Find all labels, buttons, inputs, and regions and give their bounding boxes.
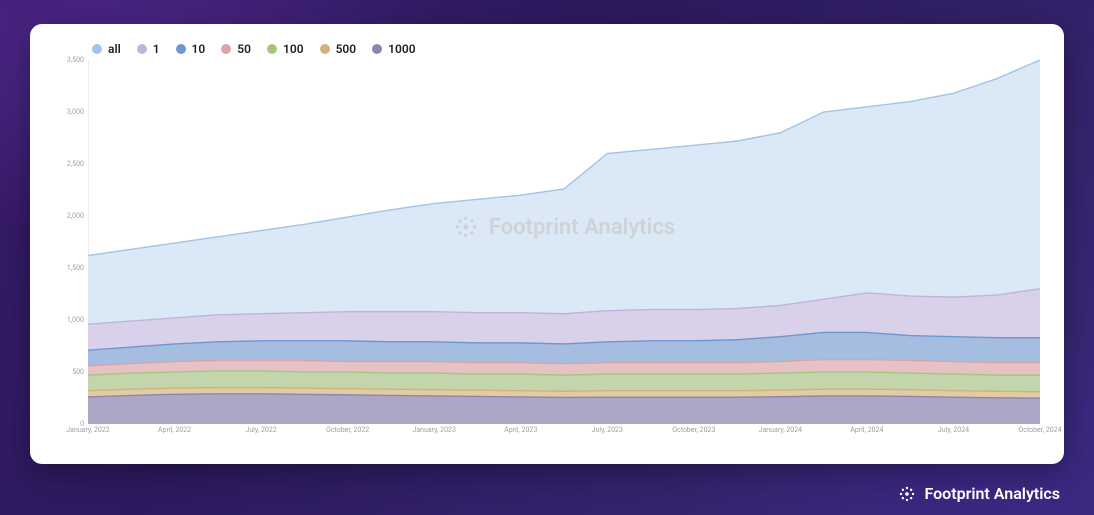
y-tick-label: 1,500 (67, 264, 84, 272)
legend-label: 1 (153, 42, 160, 56)
legend-swatch (221, 44, 231, 54)
legend-swatch (176, 44, 186, 54)
series-area-all (88, 60, 1040, 324)
plot-wrap: 05001,0001,5002,0002,5003,0003,500 (54, 60, 1040, 442)
x-axis: January, 2022April, 2022July, 2022Octobe… (88, 424, 1040, 442)
y-tick-label: 500 (72, 368, 84, 376)
legend-label: all (108, 42, 121, 56)
legend-swatch (267, 44, 277, 54)
x-tick-label: October, 2022 (326, 426, 369, 434)
x-tick-label: April, 2024 (850, 426, 883, 434)
legend-item-1[interactable]: 1 (137, 42, 160, 56)
footer-brand: Footprint Analytics (898, 484, 1060, 503)
chart-card: all110501005001000 05001,0001,5002,0002,… (30, 24, 1064, 464)
legend-label: 50 (237, 42, 251, 56)
footer-brand-text: Footprint Analytics (924, 484, 1060, 503)
legend-item-10[interactable]: 10 (176, 42, 206, 56)
legend-item-1000[interactable]: 1000 (372, 42, 415, 56)
x-tick-label: April, 2023 (504, 426, 537, 434)
chart-card-inner: all110501005001000 05001,0001,5002,0002,… (54, 42, 1040, 442)
legend-label: 10 (192, 42, 206, 56)
legend-swatch (92, 44, 102, 54)
legend-item-500[interactable]: 500 (320, 42, 357, 56)
y-axis: 05001,0001,5002,0002,5003,0003,500 (54, 60, 88, 424)
y-tick-label: 3,500 (67, 56, 84, 64)
x-tick-label: October, 2023 (672, 426, 715, 434)
legend-swatch (137, 44, 147, 54)
x-tick-label: April, 2022 (158, 426, 191, 434)
footprint-logo-icon (898, 485, 916, 503)
y-tick-label: 3,000 (67, 108, 84, 116)
chart-svg (88, 60, 1040, 424)
page-root: all110501005001000 05001,0001,5002,0002,… (0, 0, 1094, 515)
chart-legend: all 1 10 50 100 500 1000 (92, 42, 1040, 56)
legend-item-50[interactable]: 50 (221, 42, 251, 56)
plot-area: Footprint Analytics (88, 60, 1040, 424)
x-tick-label: July, 2022 (245, 426, 276, 434)
y-tick-label: 2,000 (67, 212, 84, 220)
legend-item-all[interactable]: all (92, 42, 121, 56)
x-tick-label: July, 2023 (592, 426, 623, 434)
series-area-1000 (88, 394, 1040, 424)
legend-label: 500 (336, 42, 357, 56)
x-tick-label: January, 2022 (66, 426, 109, 434)
y-tick-label: 2,500 (67, 160, 84, 168)
x-tick-label: October, 2024 (1018, 426, 1061, 434)
legend-swatch (372, 44, 382, 54)
legend-label: 100 (283, 42, 304, 56)
legend-item-100[interactable]: 100 (267, 42, 304, 56)
legend-swatch (320, 44, 330, 54)
x-tick-label: July, 2024 (938, 426, 969, 434)
x-tick-label: January, 2024 (759, 426, 802, 434)
legend-label: 1000 (388, 42, 415, 56)
x-tick-label: January, 2023 (412, 426, 455, 434)
y-tick-label: 1,000 (67, 316, 84, 324)
